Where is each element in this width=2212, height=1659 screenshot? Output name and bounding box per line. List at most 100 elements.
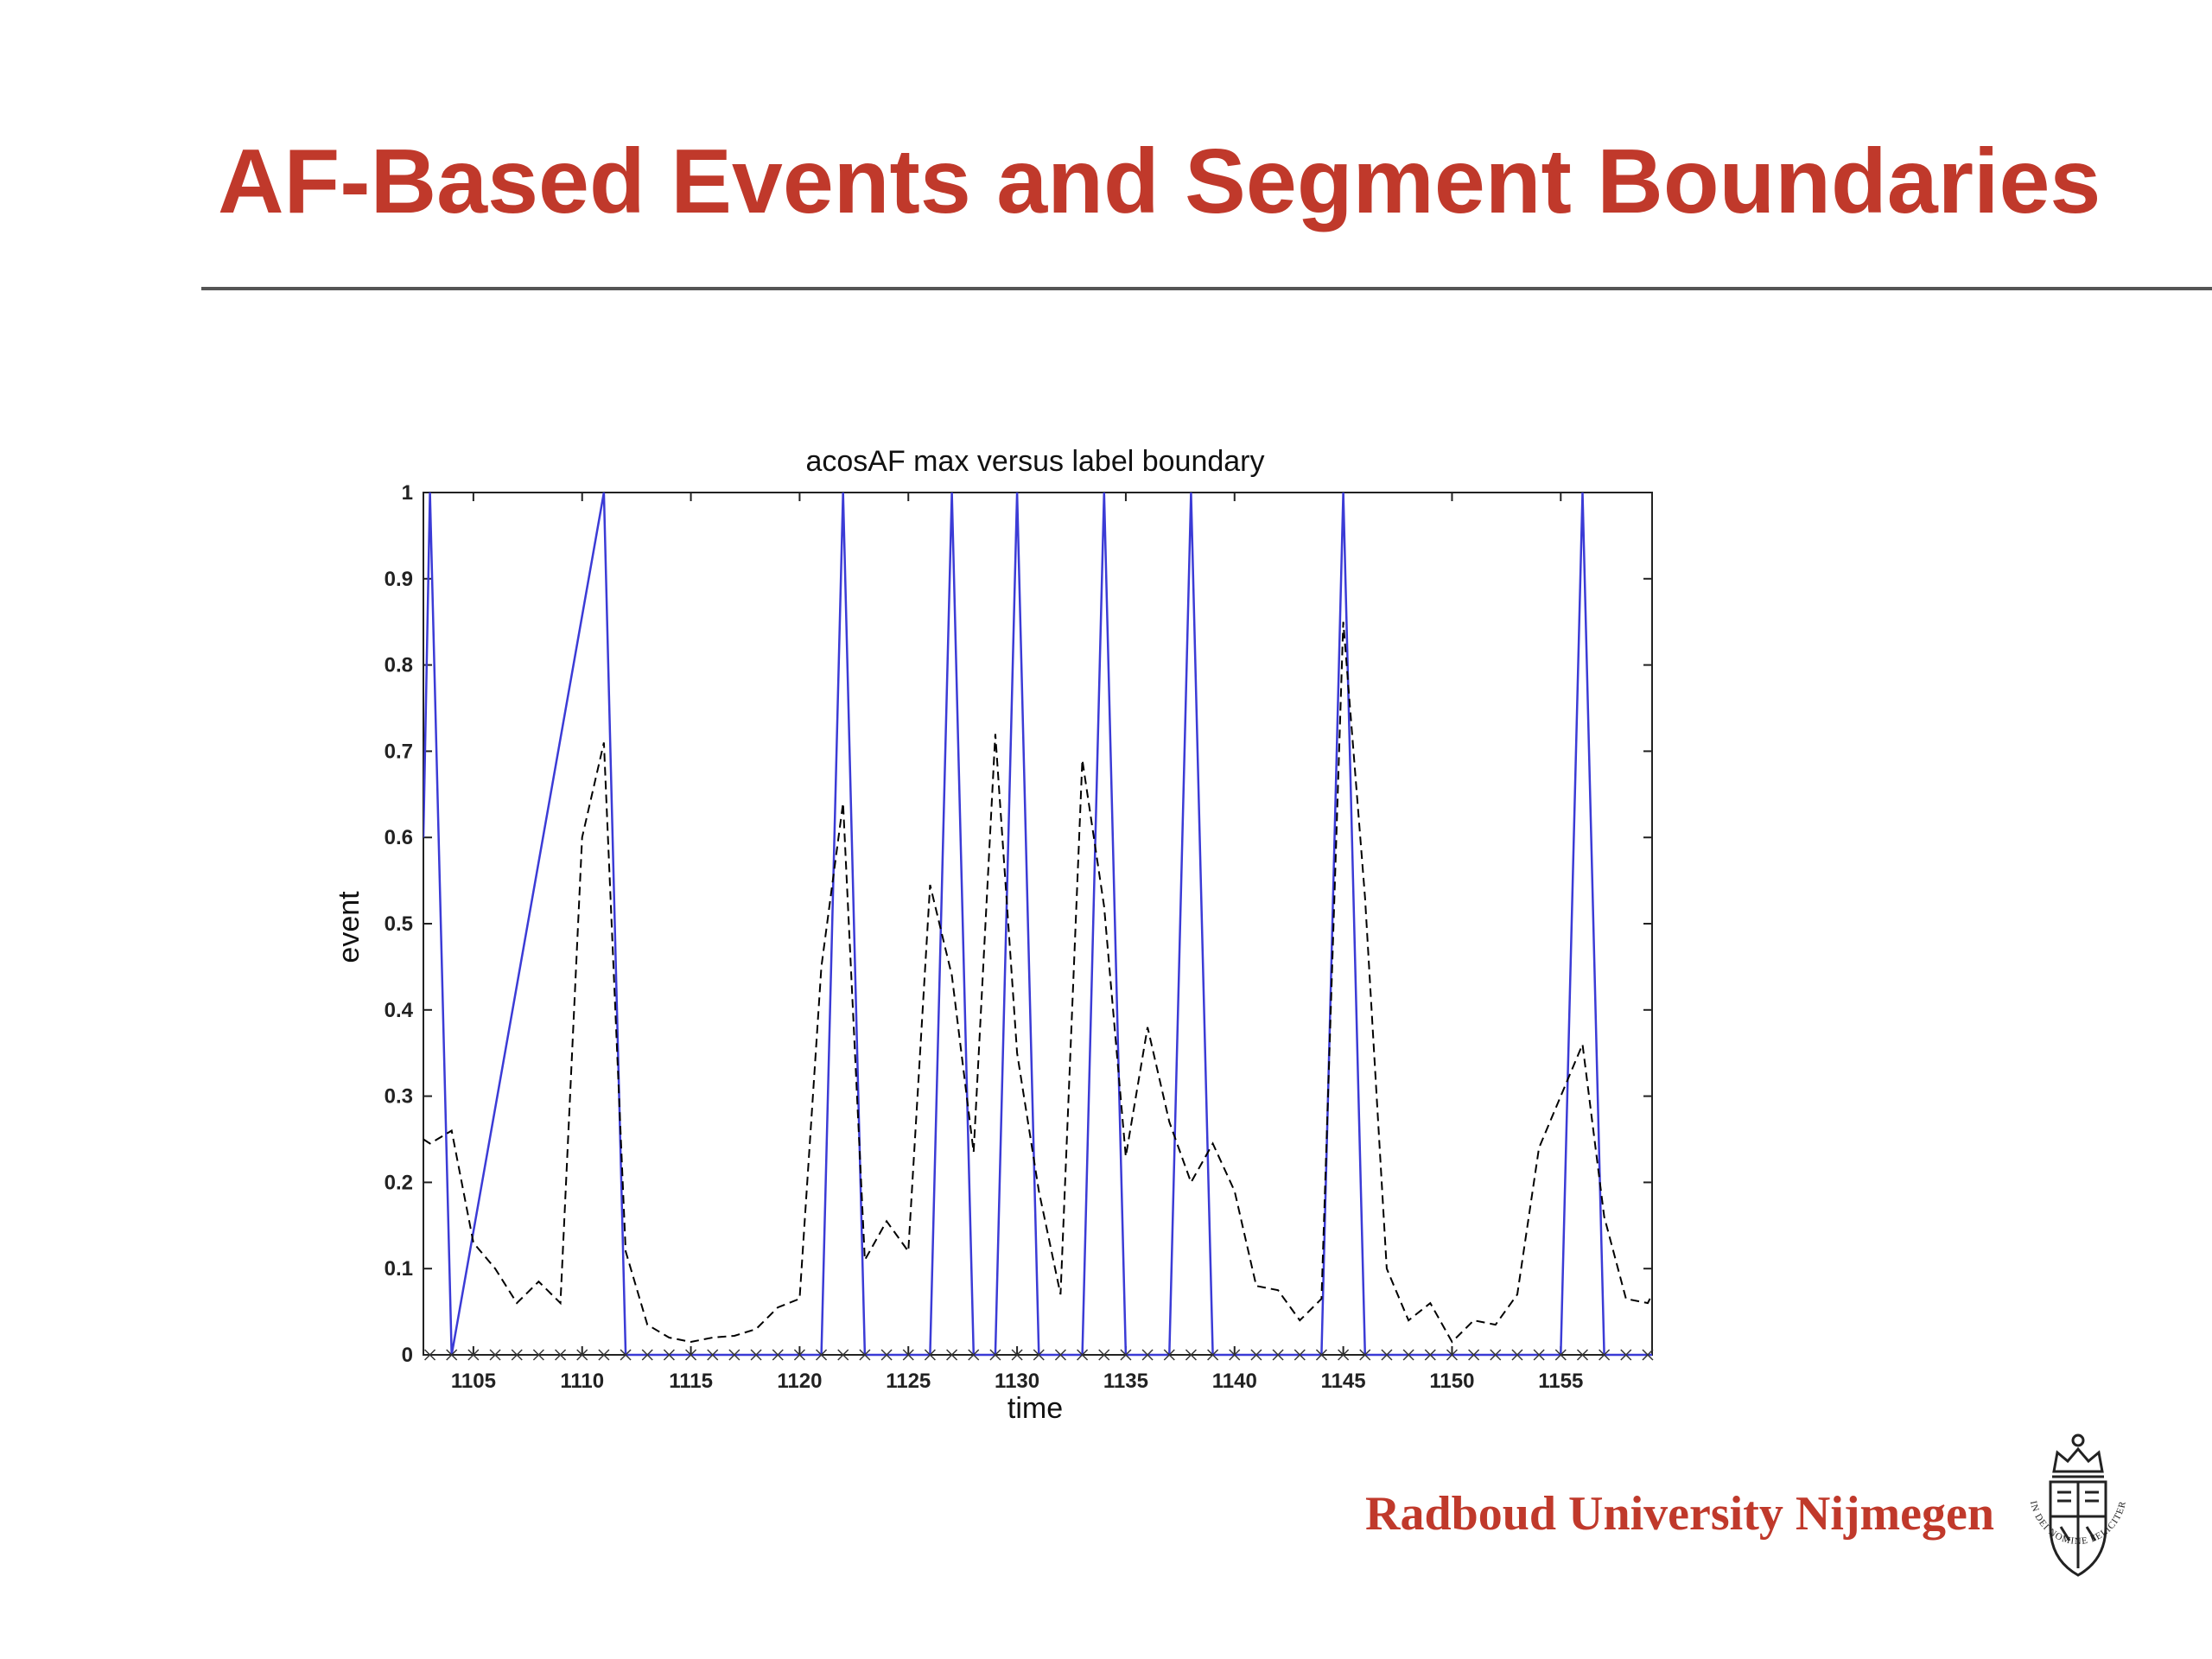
x-tick-label: 1150 — [1429, 1370, 1474, 1393]
x-marker-stroke — [1599, 1349, 1611, 1361]
x-marker-stroke — [816, 1349, 828, 1361]
x-marker-stroke — [946, 1349, 958, 1361]
chart-title: acosAF max versus label boundary — [805, 445, 1264, 478]
x-marker-stroke — [837, 1349, 849, 1361]
x-marker — [1207, 1349, 1219, 1361]
x-marker — [772, 1349, 784, 1361]
x-marker-stroke — [532, 1349, 544, 1361]
x-marker — [1163, 1349, 1175, 1361]
series-event-line — [423, 492, 1652, 1357]
x-marker-stroke — [1315, 1349, 1327, 1361]
y-tick-label: 0.4 — [385, 999, 414, 1022]
x-tick-label: 1135 — [1103, 1370, 1148, 1393]
x-marker — [1250, 1349, 1262, 1361]
crown-icon — [2052, 1433, 2104, 1478]
x-marker-stroke — [1359, 1349, 1371, 1361]
y-axis-label: event — [333, 891, 365, 963]
x-marker-stroke — [511, 1349, 523, 1361]
x-marker — [707, 1349, 719, 1361]
x-marker — [1229, 1349, 1241, 1361]
x-marker — [1033, 1349, 1045, 1361]
x-marker-stroke — [1120, 1349, 1132, 1361]
y-tick-label: 0.7 — [385, 740, 413, 763]
x-marker — [641, 1349, 653, 1361]
x-marker-stroke — [1402, 1349, 1414, 1361]
series-acos-dashed-line — [423, 621, 1652, 1344]
x-marker-stroke — [598, 1349, 610, 1361]
y-tick-label: 0.8 — [385, 654, 413, 677]
x-marker-stroke — [555, 1349, 567, 1361]
x-marker — [620, 1349, 632, 1361]
university-seal-logo: IN DEI NOMINE FELICITER — [2028, 1433, 2127, 1577]
x-marker-stroke — [1446, 1349, 1458, 1361]
x-marker-stroke — [663, 1349, 675, 1361]
x-marker — [1576, 1349, 1588, 1361]
x-marker-stroke — [902, 1349, 914, 1361]
x-marker-stroke — [1468, 1349, 1480, 1361]
x-marker — [1402, 1349, 1414, 1361]
x-marker-stroke — [968, 1349, 980, 1361]
y-tick-label: 0.3 — [385, 1085, 413, 1109]
x-marker — [1077, 1349, 1089, 1361]
x-marker-stroke — [707, 1349, 719, 1361]
x-marker — [1490, 1349, 1502, 1361]
x-tick-label: 1110 — [560, 1370, 604, 1393]
x-marker — [1141, 1349, 1154, 1361]
x-marker-stroke — [989, 1349, 1001, 1361]
x-tick-label: 1120 — [777, 1370, 822, 1393]
x-marker-stroke — [1272, 1349, 1284, 1361]
x-marker-stroke — [1338, 1349, 1350, 1361]
x-marker — [555, 1349, 567, 1361]
x-marker — [728, 1349, 741, 1361]
x-marker — [837, 1349, 849, 1361]
x-marker — [1446, 1349, 1458, 1361]
x-marker — [1315, 1349, 1327, 1361]
x-marker-stroke — [880, 1349, 893, 1361]
x-marker — [1533, 1349, 1545, 1361]
y-tick-label: 0.1 — [385, 1257, 413, 1281]
x-marker-stroke — [1554, 1349, 1567, 1361]
x-marker — [968, 1349, 980, 1361]
x-marker-stroke — [489, 1349, 501, 1361]
x-marker — [663, 1349, 675, 1361]
x-marker-stroke — [641, 1349, 653, 1361]
x-marker — [1272, 1349, 1284, 1361]
y-tick-label: 0.9 — [385, 568, 413, 591]
x-marker-stroke — [446, 1349, 458, 1361]
x-marker — [1054, 1349, 1066, 1361]
x-marker-stroke — [685, 1349, 697, 1361]
x-tick-label: 1130 — [995, 1370, 1039, 1393]
x-marker — [1098, 1349, 1110, 1361]
x-marker — [511, 1349, 523, 1361]
event-line-chart: acosAF max versus label boundary time ev… — [333, 445, 1654, 1425]
x-marker-stroke — [1424, 1349, 1436, 1361]
x-marker — [924, 1349, 936, 1361]
x-tick-label: 1145 — [1321, 1370, 1366, 1393]
x-marker-stroke — [1576, 1349, 1588, 1361]
x-marker-stroke — [1620, 1349, 1632, 1361]
x-marker — [576, 1349, 588, 1361]
x-marker-stroke — [1533, 1349, 1545, 1361]
x-marker-stroke — [1294, 1349, 1306, 1361]
x-marker — [489, 1349, 501, 1361]
x-marker — [880, 1349, 893, 1361]
x-marker-stroke — [1490, 1349, 1502, 1361]
x-marker — [816, 1349, 828, 1361]
university-name: Radboud University Nijmegen — [1365, 1487, 1995, 1541]
slide-title: AF-Based Events and Segment Boundaries — [218, 130, 2101, 232]
x-marker — [989, 1349, 1001, 1361]
x-marker — [859, 1349, 871, 1361]
x-marker-stroke — [1511, 1349, 1523, 1361]
x-marker — [598, 1349, 610, 1361]
title-divider — [201, 287, 2212, 290]
x-marker — [793, 1349, 805, 1361]
x-marker — [1185, 1349, 1197, 1361]
x-marker-stroke — [1098, 1349, 1110, 1361]
x-marker — [424, 1349, 436, 1361]
x-marker — [750, 1349, 762, 1361]
x-marker-stroke — [576, 1349, 588, 1361]
x-marker — [1294, 1349, 1306, 1361]
x-marker — [1468, 1349, 1480, 1361]
x-marker-stroke — [1054, 1349, 1066, 1361]
y-tick-label: 0.6 — [385, 826, 413, 849]
